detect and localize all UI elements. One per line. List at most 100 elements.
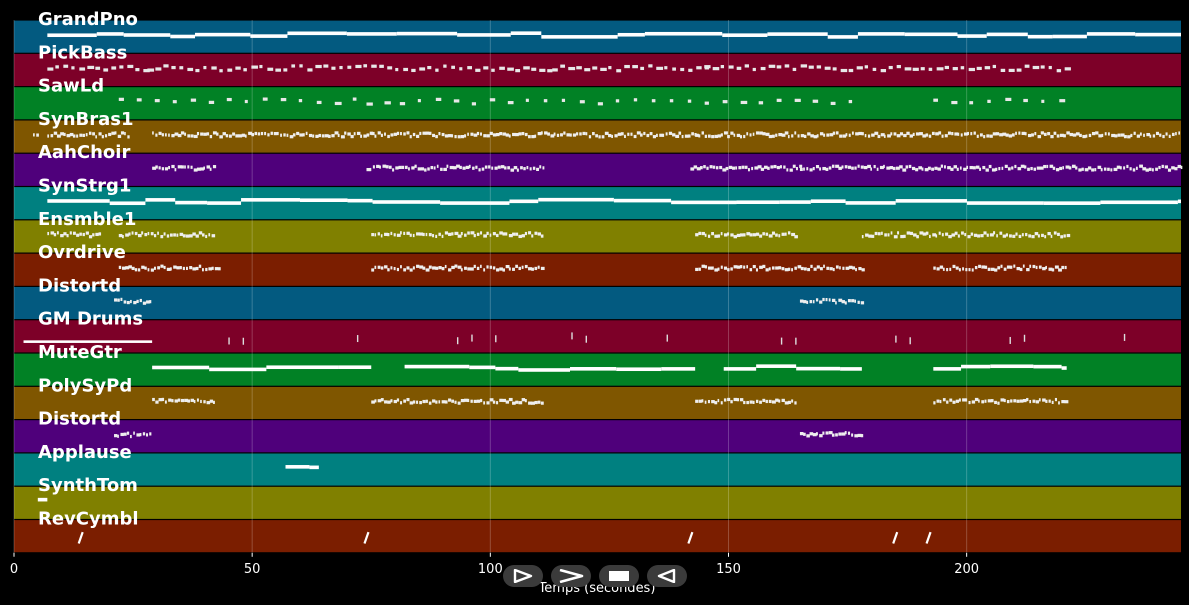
note [195, 266, 199, 271]
note [693, 165, 698, 169]
note [816, 65, 822, 69]
note [966, 165, 969, 169]
note [733, 397, 738, 402]
note [1123, 333, 1126, 341]
fast-forward-button[interactable] [551, 565, 591, 587]
note [414, 164, 417, 168]
note [147, 231, 150, 236]
note [187, 67, 194, 72]
note [794, 235, 798, 239]
note [946, 268, 949, 272]
x-axis: 0 50 100 150 200 [10, 552, 979, 577]
note [496, 233, 499, 238]
note [813, 135, 818, 139]
note [717, 398, 720, 403]
note [978, 399, 980, 403]
note [60, 234, 64, 238]
note [768, 134, 773, 139]
note [938, 131, 942, 135]
note [87, 65, 95, 70]
note [1155, 131, 1159, 136]
note [794, 266, 797, 270]
note [566, 133, 570, 137]
note [744, 165, 748, 169]
note [944, 65, 950, 70]
note [825, 297, 828, 302]
note [449, 165, 454, 170]
rewind-button[interactable] [647, 565, 687, 587]
note [675, 134, 680, 139]
note [984, 66, 991, 70]
note [457, 401, 461, 405]
note [756, 364, 797, 368]
note [943, 165, 946, 169]
note [1050, 234, 1053, 238]
note [296, 131, 300, 136]
note [152, 365, 210, 370]
note [155, 67, 162, 71]
note [941, 134, 944, 138]
note [179, 266, 182, 270]
note [462, 166, 466, 170]
note [521, 398, 526, 402]
note [857, 433, 862, 438]
note [235, 134, 239, 138]
note [1116, 165, 1121, 169]
note [701, 399, 704, 403]
note [717, 234, 721, 238]
note [810, 134, 814, 138]
note [997, 401, 1000, 405]
note [534, 400, 538, 405]
note [832, 67, 837, 71]
note [23, 340, 153, 343]
note [177, 133, 182, 138]
note [988, 164, 992, 169]
note [144, 232, 148, 237]
note [739, 398, 744, 402]
note [524, 264, 528, 269]
note [707, 134, 711, 138]
note [765, 399, 768, 404]
note [616, 367, 662, 372]
note [37, 497, 48, 502]
note [499, 66, 505, 70]
note [944, 134, 948, 138]
note [79, 67, 86, 71]
track-lane [14, 220, 1181, 253]
note [124, 132, 126, 136]
note [1058, 401, 1060, 405]
note [736, 200, 780, 205]
note [613, 198, 672, 203]
play-button[interactable] [503, 565, 543, 587]
note [164, 400, 167, 404]
note [884, 233, 887, 237]
note [499, 267, 503, 271]
note [759, 131, 763, 135]
note [428, 131, 432, 135]
note [241, 198, 300, 202]
note [153, 266, 156, 270]
note [505, 400, 510, 404]
note [484, 165, 488, 169]
note [895, 335, 897, 343]
note [400, 132, 402, 136]
note [1059, 133, 1064, 137]
note [845, 133, 848, 137]
note [803, 432, 806, 436]
note [560, 133, 563, 137]
note [828, 298, 831, 302]
note [419, 401, 422, 405]
note [1165, 132, 1168, 136]
note [874, 131, 879, 135]
note [823, 264, 825, 268]
note [902, 168, 907, 172]
note [888, 65, 893, 70]
note [998, 167, 1001, 171]
note [1049, 164, 1054, 168]
stop-button[interactable] [599, 565, 639, 587]
note [749, 400, 753, 404]
note [1063, 234, 1066, 238]
note [428, 401, 432, 405]
note [371, 131, 375, 136]
note [158, 131, 162, 135]
